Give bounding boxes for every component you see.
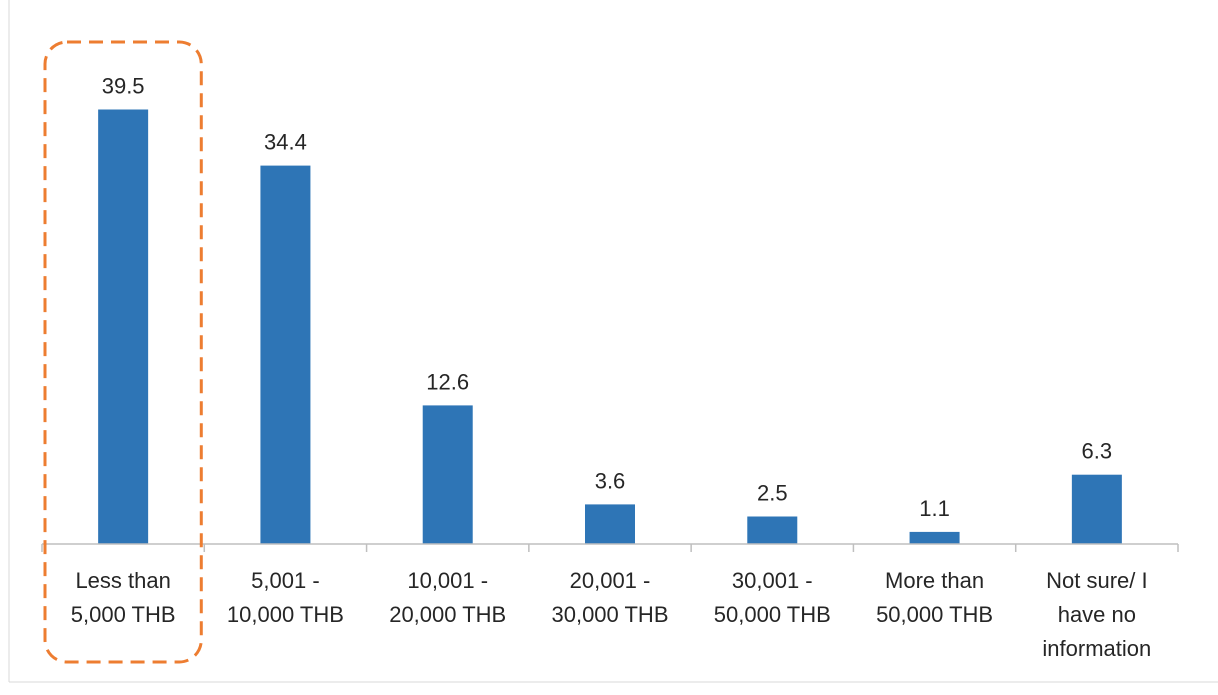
bar xyxy=(747,516,798,544)
value-labels-group: 39.5 34.4 12.6 3.6 2.5 1.1 6.3 xyxy=(102,74,1112,521)
data-label: 3.6 xyxy=(595,468,626,493)
category-label: 30,001 - xyxy=(732,568,813,593)
category-label: Less than xyxy=(75,568,170,593)
data-label: 1.1 xyxy=(919,496,950,521)
data-label: 34.4 xyxy=(264,130,307,155)
category-label: 50,000 THB xyxy=(714,602,831,627)
category-labels-group: Less than 5,000 THB 5,001 - 10,000 THB 10,00… xyxy=(71,568,1152,661)
highlight-box xyxy=(43,40,203,664)
bar xyxy=(98,109,149,544)
category-label: 30,000 THB xyxy=(551,602,668,627)
category-label: information xyxy=(1042,636,1151,661)
highlight-group xyxy=(43,40,203,664)
data-label: 2.5 xyxy=(757,481,788,506)
bars-group xyxy=(98,109,1122,544)
data-label: 39.5 xyxy=(102,74,145,99)
data-label: 6.3 xyxy=(1082,439,1113,464)
data-label: 12.6 xyxy=(426,369,469,394)
chart-frame xyxy=(8,0,1218,683)
bar xyxy=(422,405,473,544)
bar xyxy=(585,504,635,544)
category-label: Not sure/ I xyxy=(1046,568,1147,593)
category-label: 20,001 - xyxy=(570,568,651,593)
category-label: 5,000 THB xyxy=(71,602,176,627)
category-label: 10,000 THB xyxy=(227,602,344,627)
bar xyxy=(909,531,960,544)
bar xyxy=(1071,474,1122,544)
category-label: 5,001 - xyxy=(251,568,320,593)
bar xyxy=(260,165,311,544)
category-label: 20,000 THB xyxy=(389,602,506,627)
category-label: 10,001 - xyxy=(407,568,488,593)
category-label: have no xyxy=(1058,602,1136,627)
category-label: 50,000 THB xyxy=(876,602,993,627)
x-axis xyxy=(41,543,1179,552)
category-label: More than xyxy=(885,568,984,593)
